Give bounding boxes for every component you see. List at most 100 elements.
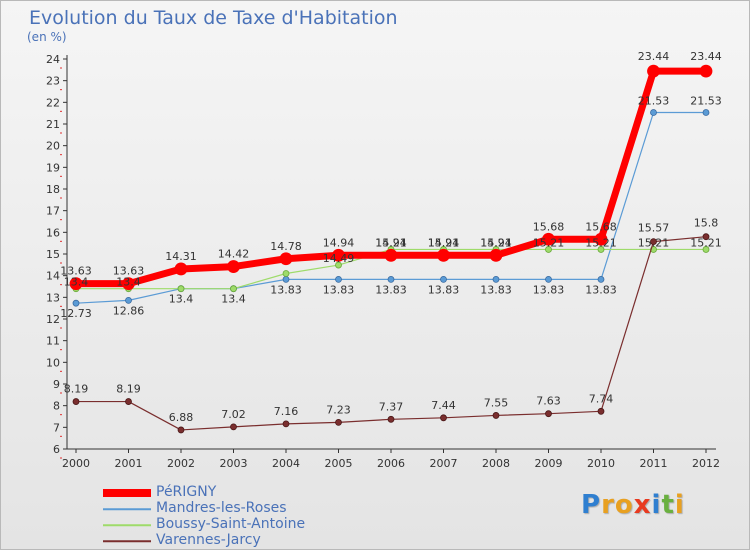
data-point (279, 252, 293, 266)
data-point (545, 410, 552, 418)
y-tick-label: 9 (53, 378, 60, 391)
data-label: 23.44 (690, 50, 722, 63)
y-tick-label: 11 (46, 335, 60, 348)
data-label: 13.83 (533, 283, 565, 296)
x-tick-label: 2003 (220, 457, 248, 470)
data-point (69, 277, 83, 291)
data-point (282, 275, 290, 283)
data-point (440, 275, 447, 283)
x-tick-label: 2005 (325, 457, 353, 470)
x-tick-label: 2010 (587, 457, 615, 470)
data-label: 7.55 (484, 396, 509, 409)
y-tick-label: 13 (46, 291, 60, 304)
data-label: 13.4 (221, 293, 246, 306)
proxiti-logo: Proxiti (581, 490, 685, 520)
logo-letter: i (674, 490, 685, 520)
y-tick-label: 23 (46, 75, 60, 88)
y-tick-label: 24 (46, 53, 60, 66)
data-point (597, 275, 605, 283)
data-point (702, 109, 710, 116)
data-point (335, 418, 342, 426)
data-point (597, 246, 605, 253)
data-label: 15.8 (694, 217, 719, 230)
y-tick-label: 6 (53, 443, 60, 456)
data-point (384, 248, 398, 262)
data-point (542, 232, 555, 246)
data-label: 23.44 (638, 50, 670, 63)
data-label: 15.21 (375, 236, 407, 249)
logo-letter: x (633, 490, 652, 520)
data-label: 15.21 (428, 236, 460, 249)
y-tick-label: 21 (46, 118, 60, 131)
data-point (174, 262, 188, 276)
data-point (72, 398, 80, 405)
data-label: 7.37 (379, 400, 404, 413)
data-point (650, 109, 657, 116)
y-tick-label: 17 (46, 205, 60, 218)
data-label: 15.21 (533, 236, 565, 249)
data-label: 15.68 (533, 220, 565, 233)
data-label: 12.86 (113, 304, 145, 317)
y-axis-unit: (en %) (27, 30, 67, 44)
data-point (492, 412, 500, 419)
data-label: 14.94 (480, 236, 512, 249)
data-point (177, 426, 185, 434)
data-label: 13.4 (64, 276, 89, 289)
data-label: 14.78 (270, 240, 302, 253)
data-point (230, 285, 237, 293)
data-label: 8.19 (64, 383, 89, 396)
data-point (594, 232, 608, 246)
y-tick-label: 12 (46, 313, 60, 326)
legend-label: PéRIGNY (156, 484, 217, 500)
data-point (72, 299, 80, 307)
logo-letter: r (601, 490, 615, 520)
data-point (125, 296, 132, 304)
y-tick-label: 14 (46, 270, 60, 283)
data-label: 7.23 (326, 403, 351, 416)
data-label: 7.44 (431, 399, 456, 412)
data-label: 14.49 (323, 252, 355, 265)
data-label: 21.53 (690, 95, 722, 108)
y-tick-label: 8 (53, 400, 60, 413)
data-label: 13.83 (375, 283, 407, 296)
data-label: 13.83 (585, 283, 617, 296)
data-label: 15.21 (638, 236, 670, 249)
data-point (702, 233, 710, 241)
x-tick-label: 2007 (430, 457, 458, 470)
data-point (437, 248, 450, 262)
data-point (332, 248, 345, 262)
logo-letter: i (651, 490, 662, 520)
data-point (177, 285, 185, 293)
data-point (282, 270, 290, 277)
data-point (230, 423, 237, 431)
data-point (489, 248, 503, 262)
data-label: 21.53 (638, 95, 670, 108)
y-tick-label: 18 (46, 183, 60, 196)
data-label: 15.21 (480, 236, 512, 249)
data-point (335, 275, 342, 283)
data-point (282, 420, 290, 428)
data-point (335, 261, 342, 269)
x-tick-label: 2006 (377, 457, 405, 470)
data-point (647, 64, 660, 78)
x-tick-label: 2004 (272, 457, 300, 470)
x-tick-label: 2000 (62, 457, 90, 470)
y-tick-label: 15 (46, 248, 60, 261)
legend-swatch (103, 524, 151, 526)
data-label: 7.02 (221, 408, 246, 421)
data-label: 12.73 (60, 307, 92, 320)
data-point (125, 398, 132, 405)
data-label: 15.21 (585, 236, 617, 249)
data-label: 14.94 (323, 236, 355, 249)
x-tick-label: 2001 (115, 457, 143, 470)
legend-label: Boussy-Saint-Antoine (156, 516, 306, 532)
data-point (650, 238, 657, 246)
data-label: 14.94 (428, 236, 460, 249)
y-tick-label: 19 (46, 161, 60, 174)
data-label: 15.21 (690, 236, 722, 249)
legend-swatch (103, 489, 151, 497)
y-tick-label: 7 (53, 421, 60, 434)
data-label: 13.83 (270, 283, 302, 296)
